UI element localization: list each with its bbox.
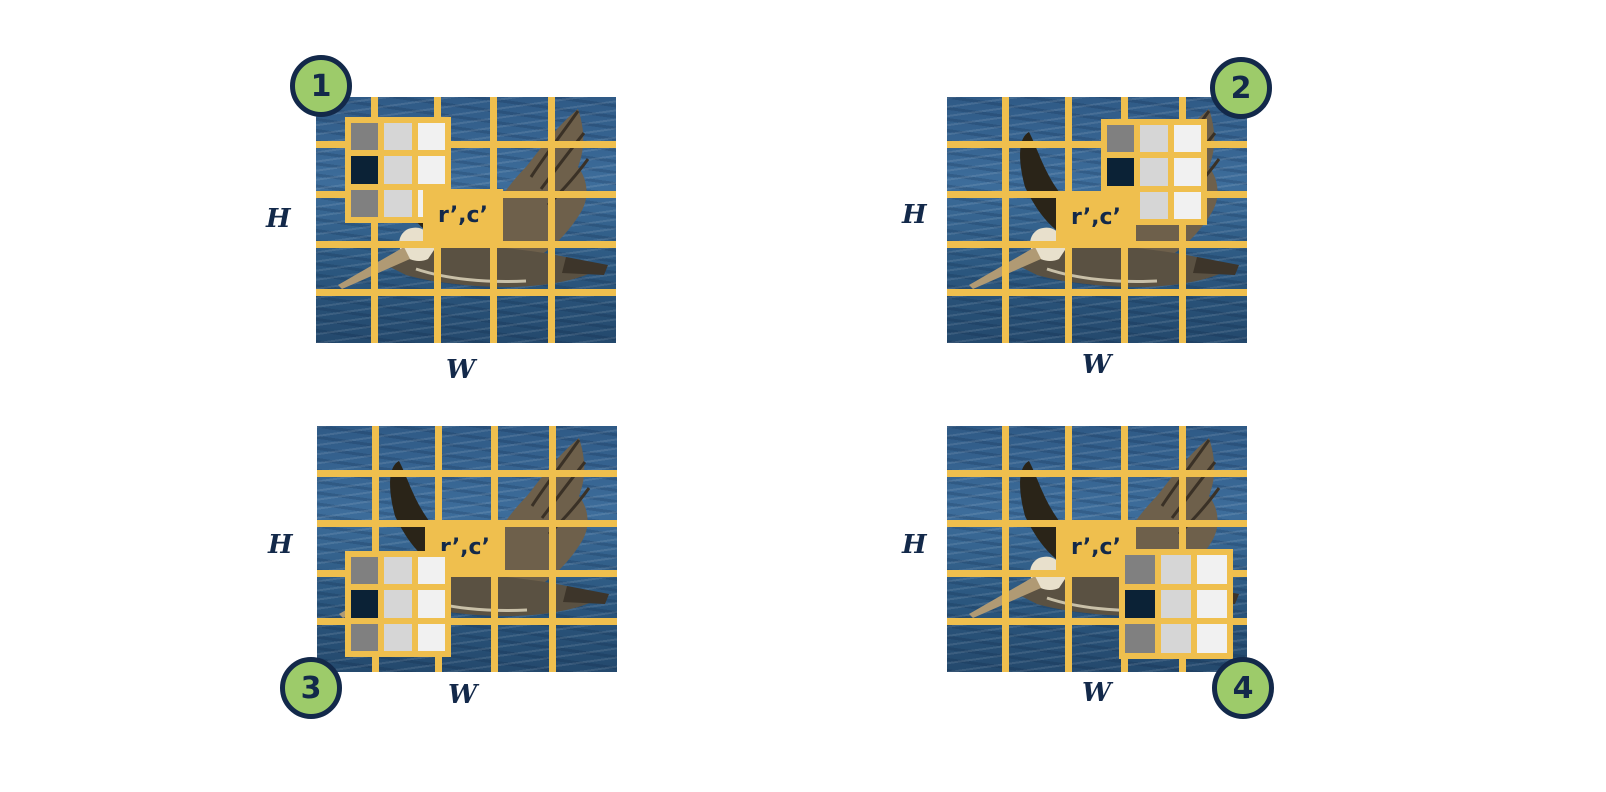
pelican-part xyxy=(563,586,609,604)
kernel-cell xyxy=(351,189,379,217)
kernel-grid xyxy=(1119,549,1233,659)
kernel-cell xyxy=(351,557,379,585)
grid-line-vertical xyxy=(1002,426,1009,672)
kernel-cell xyxy=(384,189,412,217)
kernel-cell xyxy=(1161,589,1191,619)
grid-line-horizontal xyxy=(316,141,616,148)
step-badge: 4 xyxy=(1212,657,1274,719)
kernel-cell xyxy=(351,590,379,618)
kernel-cell xyxy=(1140,125,1168,153)
width-label: W xyxy=(1082,678,1112,708)
width-label: W xyxy=(1082,350,1112,380)
kernel-cell xyxy=(417,590,445,618)
kernel-cell xyxy=(1140,158,1168,186)
kernel-cell xyxy=(384,590,412,618)
kernel-cell xyxy=(1140,191,1168,219)
kernel-cell xyxy=(1161,555,1191,584)
target-pixel-label: r’,c’ xyxy=(1056,191,1136,243)
kernel-cell xyxy=(417,623,445,651)
kernel-grid xyxy=(345,551,451,657)
kernel-cell xyxy=(1107,125,1135,153)
kernel-cell xyxy=(1173,191,1201,219)
pelican-part xyxy=(1046,267,1158,283)
grid-line-vertical xyxy=(548,97,555,343)
kernel-cell xyxy=(351,123,379,151)
step-badge: 3 xyxy=(280,657,342,719)
width-label: W xyxy=(448,680,478,710)
step-badge: 1 xyxy=(290,55,352,117)
kernel-cell xyxy=(384,156,412,184)
kernel-cell xyxy=(1161,624,1191,653)
grid-line-horizontal xyxy=(316,241,616,248)
grid-line-horizontal xyxy=(947,570,1247,577)
grid-line-horizontal xyxy=(317,618,617,625)
target-pixel-label: r’,c’ xyxy=(423,189,503,241)
step-badge: 2 xyxy=(1210,57,1272,119)
height-label: H xyxy=(268,530,293,560)
grid-line-horizontal xyxy=(317,570,617,577)
grid-line-vertical xyxy=(372,426,379,672)
kernel-cell xyxy=(1197,555,1227,584)
kernel-cell xyxy=(384,123,412,151)
kernel-cell xyxy=(417,557,445,585)
kernel-cell xyxy=(384,557,412,585)
grid-line-vertical xyxy=(549,426,556,672)
width-label: W xyxy=(446,355,476,385)
kernel-cell xyxy=(1197,624,1227,653)
kernel-cell xyxy=(351,623,379,651)
grid-line-horizontal xyxy=(947,241,1247,248)
kernel-cell xyxy=(1197,589,1227,619)
grid-line-horizontal xyxy=(947,141,1247,148)
kernel-cell xyxy=(351,156,379,184)
pelican-part xyxy=(415,267,527,283)
height-label: H xyxy=(266,204,291,234)
grid-line-horizontal xyxy=(947,470,1247,477)
kernel-cell xyxy=(1125,555,1155,584)
pelican-photo xyxy=(316,97,616,343)
grid-line-horizontal xyxy=(316,289,616,296)
kernel-cell xyxy=(1107,158,1135,186)
kernel-cell xyxy=(1173,125,1201,153)
kernel-cell xyxy=(1173,158,1201,186)
grid-line-vertical xyxy=(1002,97,1009,343)
height-label: H xyxy=(902,200,927,230)
grid-line-horizontal xyxy=(947,289,1247,296)
grid-line-horizontal xyxy=(947,618,1247,625)
kernel-cell xyxy=(384,623,412,651)
kernel-cell xyxy=(1125,624,1155,653)
grid-line-horizontal xyxy=(317,470,617,477)
pelican-part xyxy=(1193,257,1239,275)
height-label: H xyxy=(902,530,927,560)
kernel-cell xyxy=(417,123,445,151)
pelican-part xyxy=(562,257,608,275)
kernel-cell xyxy=(417,156,445,184)
kernel-cell xyxy=(1125,589,1155,619)
